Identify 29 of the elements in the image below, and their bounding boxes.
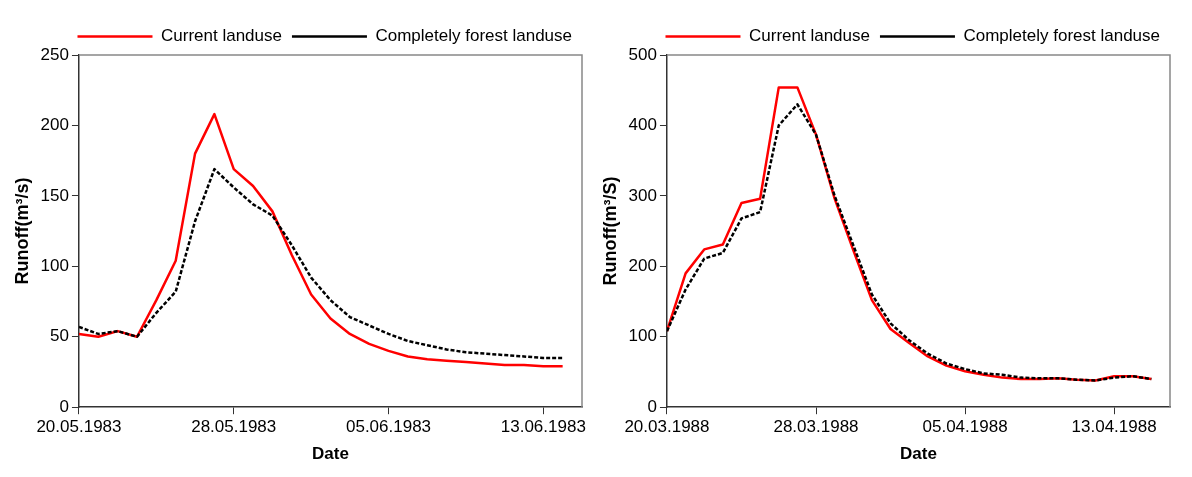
legend-label: Current landuse <box>749 26 870 46</box>
y-tick-label: 200 <box>40 115 69 135</box>
line-series <box>78 167 564 360</box>
y-tick-label: 150 <box>40 185 69 205</box>
x-axis-title: Date <box>900 444 937 464</box>
y-tick-label: 300 <box>628 185 657 205</box>
y-axis-title: Runoff(m³/S) <box>599 176 620 286</box>
x-tick-label: 20.03.1988 <box>624 417 710 437</box>
legend-label: Current landuse <box>161 26 282 46</box>
x-tick-label: 28.05.1983 <box>191 417 277 437</box>
y-tick-label: 100 <box>628 326 657 346</box>
x-tick-label: 20.05.1983 <box>36 417 122 437</box>
x-tick-label: 13.06.1983 <box>500 417 586 437</box>
y-tick-label: 100 <box>40 256 69 276</box>
y-tick-label: 200 <box>628 256 657 276</box>
y-tick-label: 250 <box>40 44 69 64</box>
x-tick-label: 05.04.1988 <box>922 417 1008 437</box>
y-tick-label: 500 <box>628 44 657 64</box>
y-axis-title: Runoff(m³/s) <box>11 177 32 285</box>
x-axis-title: Date <box>312 444 349 464</box>
y-tick-label: 0 <box>59 396 69 416</box>
x-tick-label: 28.03.1988 <box>773 417 859 437</box>
y-tick-label: 400 <box>628 115 657 135</box>
x-tick-label: 05.06.1983 <box>345 417 432 437</box>
y-tick-label: 50 <box>50 326 69 346</box>
x-tick-label: 13.04.1988 <box>1071 417 1157 437</box>
legend-label: Completely forest landuse <box>963 26 1160 46</box>
legend-label: Completely forest landuse <box>375 26 572 46</box>
y-tick-label: 0 <box>647 396 657 416</box>
